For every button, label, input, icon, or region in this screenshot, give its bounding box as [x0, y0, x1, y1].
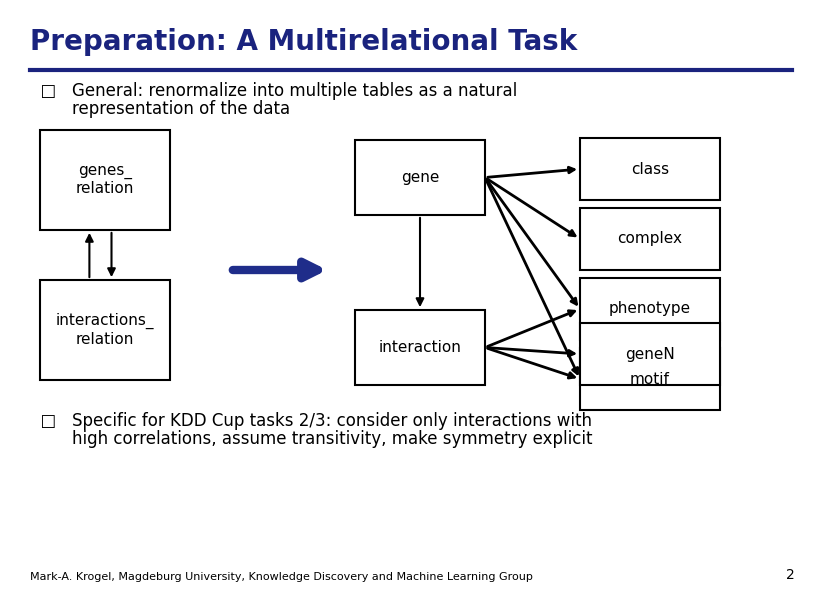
Text: complex: complex: [617, 232, 682, 247]
Text: Mark-A. Krogel, Magdeburg University, Knowledge Discovery and Machine Learning G: Mark-A. Krogel, Magdeburg University, Kn…: [30, 572, 533, 582]
FancyBboxPatch shape: [580, 138, 720, 200]
FancyBboxPatch shape: [355, 140, 485, 215]
FancyBboxPatch shape: [580, 348, 720, 410]
FancyBboxPatch shape: [40, 280, 170, 380]
FancyBboxPatch shape: [40, 130, 170, 230]
FancyBboxPatch shape: [580, 208, 720, 270]
Text: motif: motif: [630, 371, 670, 386]
Text: interactions_
relation: interactions_ relation: [56, 313, 155, 347]
Text: Preparation: A Multirelational Task: Preparation: A Multirelational Task: [30, 28, 577, 56]
Text: class: class: [631, 161, 669, 176]
Text: phenotype: phenotype: [609, 301, 691, 317]
Text: geneN: geneN: [625, 346, 675, 361]
Text: high correlations, assume transitivity, make symmetry explicit: high correlations, assume transitivity, …: [30, 430, 593, 448]
FancyBboxPatch shape: [580, 323, 720, 385]
Text: gene: gene: [401, 170, 439, 185]
Text: interaction: interaction: [379, 340, 461, 355]
Text: 2: 2: [787, 568, 795, 582]
Text: □   Specific for KDD Cup tasks 2/3: consider only interactions with: □ Specific for KDD Cup tasks 2/3: consid…: [30, 412, 592, 430]
Text: genes_
relation: genes_ relation: [76, 164, 134, 196]
FancyBboxPatch shape: [355, 310, 485, 385]
Text: representation of the data: representation of the data: [30, 100, 290, 118]
Text: □   General: renormalize into multiple tables as a natural: □ General: renormalize into multiple tab…: [30, 82, 517, 100]
FancyBboxPatch shape: [580, 278, 720, 340]
